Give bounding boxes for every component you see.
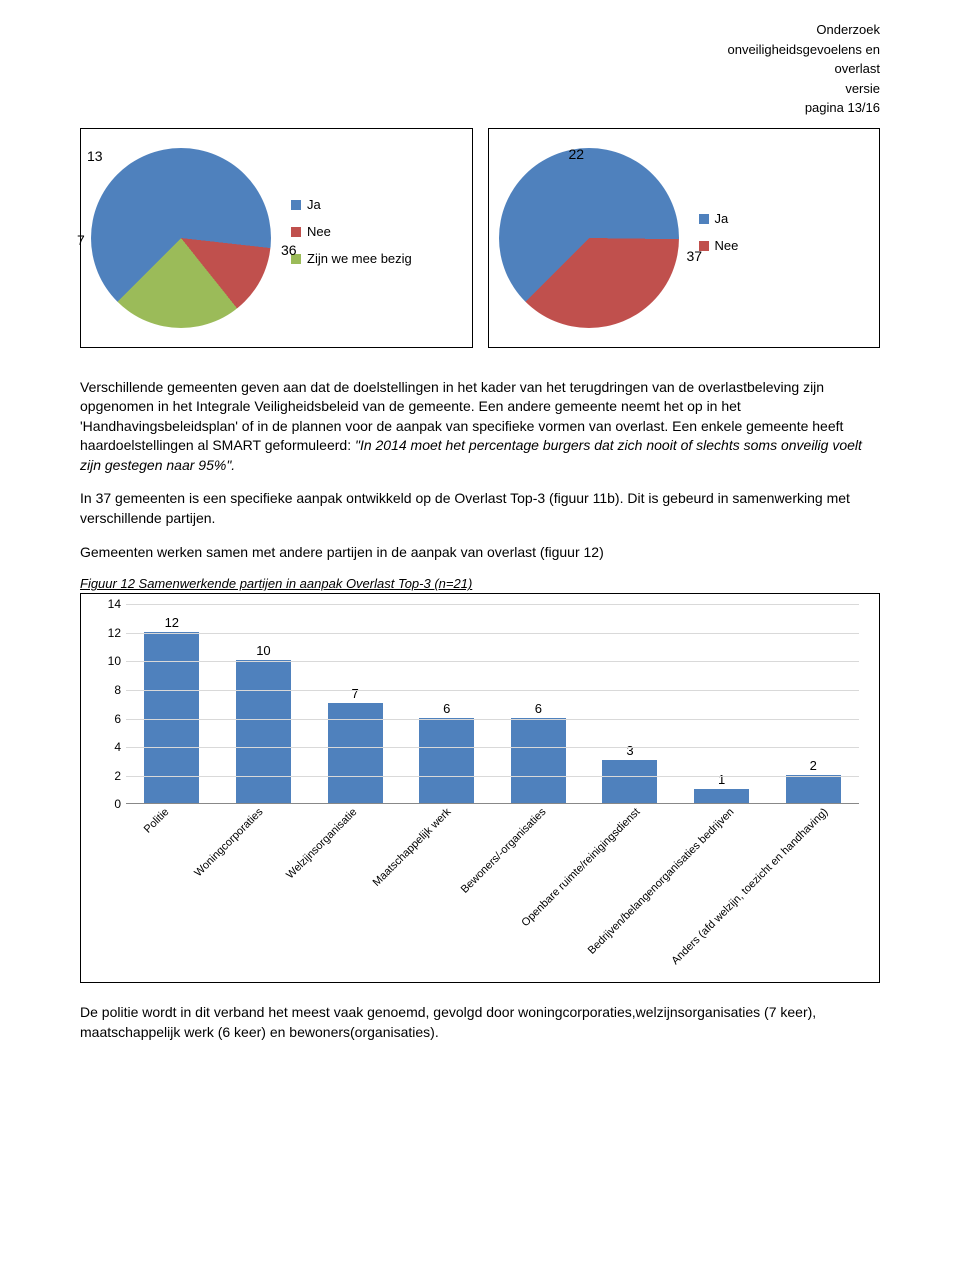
legend-swatch (699, 214, 709, 224)
bar-value-label: 3 (626, 743, 633, 758)
gridline (126, 719, 859, 720)
bar-value-label: 6 (535, 701, 542, 716)
bar-column: 12 (126, 604, 218, 803)
y-tick-label: 4 (96, 740, 121, 754)
paragraph-3: Gemeenten werken samen met andere partij… (80, 543, 880, 563)
bar-column: 6 (401, 604, 493, 803)
bar (144, 632, 199, 803)
header-line: onveiligheidsgevoelens en (0, 40, 880, 60)
bar-value-label: 10 (256, 643, 270, 658)
x-label-cell: Woningcorporaties (210, 806, 304, 966)
legend-swatch (291, 227, 301, 237)
pie-slice-label: 36 (281, 242, 297, 258)
header-line: versie (0, 79, 880, 99)
bar-column: 1 (676, 604, 768, 803)
legend-label: Nee (307, 224, 331, 239)
gridline (126, 604, 859, 605)
page-header: Onderzoek onveiligheidsgevoelens en over… (0, 0, 960, 128)
gridline (126, 747, 859, 748)
pie-slice-label: 13 (87, 148, 103, 164)
y-tick-label: 14 (96, 597, 121, 611)
legend-label: Ja (307, 197, 321, 212)
gridline (126, 661, 859, 662)
bar (694, 789, 749, 803)
header-line: pagina 13/16 (0, 98, 880, 118)
gridline (126, 690, 859, 691)
bar-value-label: 1 (718, 772, 725, 787)
legend-label: Ja (715, 211, 729, 226)
header-line: Onderzoek (0, 20, 880, 40)
legend-item: Nee (291, 224, 412, 239)
pie-slice-label: 37 (687, 248, 703, 264)
legend-label: Zijn we mee bezig (307, 251, 412, 266)
pie-2-legend: Ja Nee (699, 211, 739, 265)
x-label-cell: Anders (afd welzijn, toezicht en handhav… (775, 806, 869, 966)
y-tick-label: 2 (96, 769, 121, 783)
header-line: overlast (0, 59, 880, 79)
bar-value-label: 6 (443, 701, 450, 716)
pie-chart-1: 36713 (91, 148, 271, 328)
legend-item: Ja (291, 197, 412, 212)
y-tick-label: 10 (96, 654, 121, 668)
y-tick-label: 6 (96, 712, 121, 726)
pie-chart-2-box: 3722 JaNee (488, 128, 881, 348)
bars-container: 1210766312 (126, 604, 859, 803)
body-text-bottom: De politie wordt in dit verband het mees… (0, 1003, 960, 1042)
pie-slice-label: 7 (77, 232, 85, 248)
legend-swatch (291, 200, 301, 210)
bar-column: 7 (309, 604, 401, 803)
x-axis-labels: Politie WoningcorporatiesWelzijnsorganisa… (116, 806, 869, 966)
x-label-cell: Bewoners/-organisaties (493, 806, 587, 966)
x-label-cell: Politie (116, 806, 210, 966)
bar-column: 2 (767, 604, 859, 803)
body-text: Verschillende gemeenten geven aan dat de… (0, 378, 960, 563)
bar (419, 718, 474, 804)
legend-item: Zijn we mee bezig (291, 251, 412, 266)
bar-plot-area: 1210766312 02468101214 (126, 604, 859, 804)
figure-12-caption: Figuur 12 Samenwerkende partijen in aanp… (0, 576, 960, 591)
bar-value-label: 7 (351, 686, 358, 701)
pie-1-graphic (91, 148, 271, 328)
paragraph-2: In 37 gemeenten is een specifieke aanpak… (80, 489, 880, 528)
legend-label: Nee (715, 238, 739, 253)
y-tick-label: 12 (96, 626, 121, 640)
x-axis-label: Politie (142, 806, 172, 836)
pie-1-legend: Ja Nee Zijn we mee bezig (291, 197, 412, 278)
x-label-cell: Welzijnsorganisatie (304, 806, 398, 966)
bar (602, 760, 657, 803)
paragraph-1: Verschillende gemeenten geven aan dat de… (80, 378, 880, 476)
legend-item: Nee (699, 238, 739, 253)
bar-value-label: 2 (810, 758, 817, 773)
pie-chart-1-box: 36713 JaNeeZijn we mee bezig (80, 128, 473, 348)
figure-12-chart: 1210766312 02468101214 PolitieWoningcorp… (80, 593, 880, 983)
gridline (126, 633, 859, 634)
gridline (126, 776, 859, 777)
paragraph-4: De politie wordt in dit verband het mees… (80, 1003, 880, 1042)
pie-slice-label: 22 (569, 146, 585, 162)
bar (511, 718, 566, 804)
y-tick-label: 8 (96, 683, 121, 697)
bar-column: 3 (584, 604, 676, 803)
legend-item: Ja (699, 211, 739, 226)
pie-charts-row: 36713 JaNeeZijn we mee bezig 3722 JaNee (0, 128, 960, 348)
bar (786, 775, 841, 804)
bar-column: 6 (493, 604, 585, 803)
bar (236, 660, 291, 803)
pie-2-graphic (499, 148, 679, 328)
bar-value-label: 12 (165, 615, 179, 630)
bar-column: 10 (218, 604, 310, 803)
x-label-cell: Maatschappelijk werk (398, 806, 492, 966)
pie-chart-2: 3722 (499, 148, 679, 328)
